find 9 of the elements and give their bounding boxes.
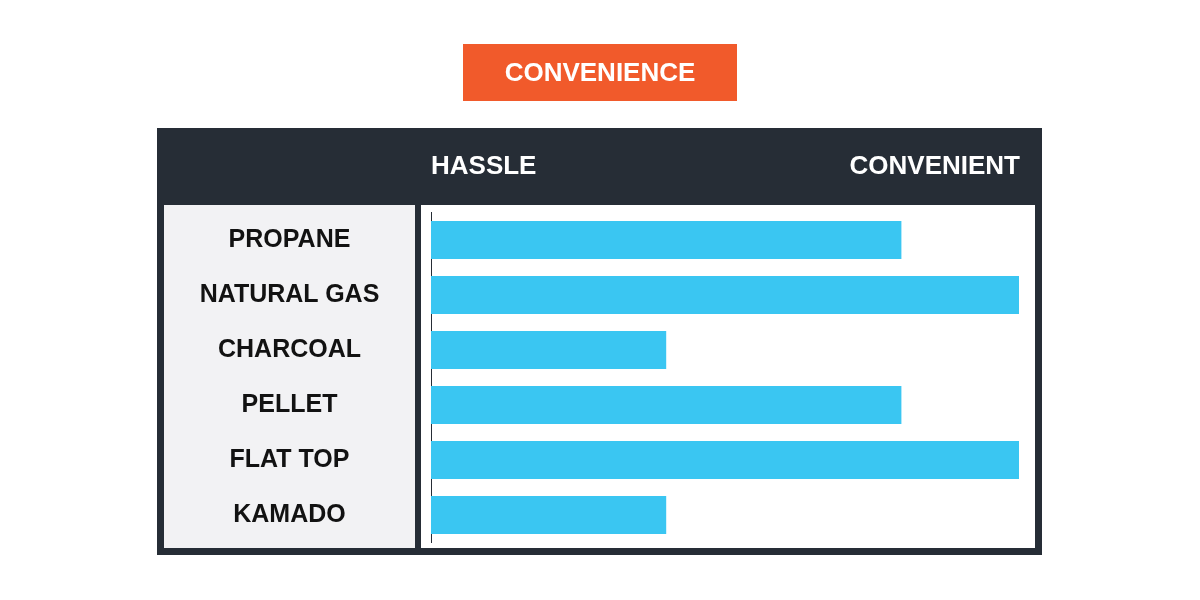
chart-title: CONVENIENCE (463, 44, 737, 101)
y-tick-label: PELLET (241, 388, 338, 417)
y-tick-label: NATURAL GAS (199, 278, 380, 307)
y-tick-label: FLAT TOP (229, 443, 350, 472)
y-tick-label: PROPANE (228, 223, 351, 252)
text: CONVENIENT (849, 150, 1020, 180)
y-tick-label: KAMADO (233, 498, 346, 527)
text: HASSLE (431, 150, 537, 180)
y-tick-label: CHARCOAL (217, 333, 362, 362)
